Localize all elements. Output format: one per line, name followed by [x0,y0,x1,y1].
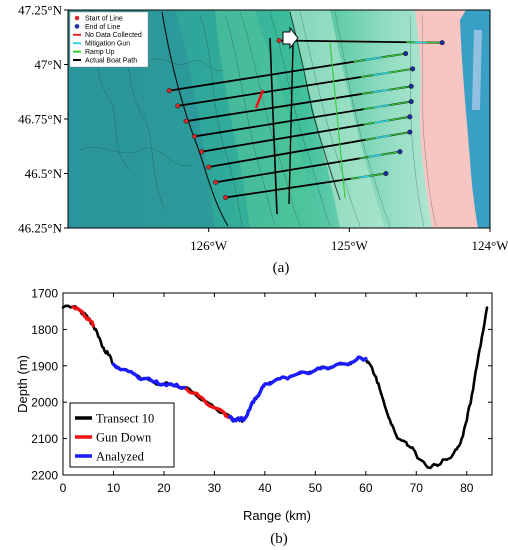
coastal-water [460,10,490,228]
transect-lines [166,38,445,200]
start-of-line-marker-5 [199,149,205,155]
profile-x-tick-label-4: 30 [208,481,222,495]
x-axis-label: Range (km) [243,508,311,523]
mitigation-gun-segment-4 [374,104,390,109]
map-y-ticks: 46.25°N 46.5°N 46.75°N 47°N 47.25°N [18,3,68,236]
profile-x-tick-label-3: 20 [157,481,171,495]
start-of-line-marker-4 [192,133,198,139]
boat-path-segment [289,11,341,201]
map-x-tick-label-2: 125°W [331,238,369,253]
map-legend-label-4: Mitigation Gun [85,41,130,48]
end-of-line-marker-4 [408,99,414,105]
start-of-line-marker-8 [223,194,229,200]
mitigation-gun-segment-6 [375,134,390,139]
map-y-tick-label-2: 46.5°N [25,166,63,181]
profile-legend-items: Transect 10 Gun Down Analyzed [75,412,154,464]
map-legend-label-6: Actual Boat Path [85,57,137,64]
arrow-icon [282,26,299,50]
series-2-segment-2 [182,385,232,420]
start-of-line-marker-9 [276,38,282,44]
profile-x-tick-label-6: 50 [309,481,323,495]
end-of-line-marker-5 [407,114,413,120]
map-legend-swatch-2 [74,24,80,29]
profile-legend-label-2: Gun Down [96,431,152,445]
mitigation-gun-segment-2 [372,71,390,76]
profile-y-tick-label-2: 1800 [31,323,58,337]
start-of-line-marker-1 [166,88,172,94]
y-axis-label: Depth (m) [15,355,30,413]
map-legend-box [69,11,149,68]
shelf-break-line [161,11,229,227]
end-of-line-marker-8 [383,170,389,176]
mitigation-gun-segment-7 [368,154,382,158]
mitigation-gun-segment-5 [374,119,390,124]
map-legend-label-2: End of Line [85,24,121,31]
start-of-line-marker-7 [213,179,219,185]
series-3-segment-2 [227,355,368,423]
map-legend-label-3: No Data Collected [85,32,142,39]
profile-x-tick-label-5: 40 [258,481,272,495]
profile-x-tick-label-9: 80 [460,481,474,495]
map-y-tick-label-4: 47°N [34,57,62,72]
cross-lines [254,37,346,215]
start-of-line-marker-6 [206,164,212,170]
depth-profile-panel: 0 10 20 30 40 50 60 70 80 1700 1800 1900 2000 2100 220… [15,287,493,547]
profile-x-tick-label-7: 60 [359,481,373,495]
profile-legend: Transect 10 Gun Down Analyzed [69,402,175,468]
end-of-line-marker-1 [403,51,409,57]
bathymetry-map [68,10,490,228]
profile-y-tick-label-1: 1700 [31,287,58,301]
profile-x-tick-label-8: 70 [410,481,424,495]
series-2-segment-1 [71,305,95,328]
map-y-tick-label-1: 46.25°N [18,221,62,236]
map-legend-swatch-1 [74,15,80,21]
panel-a-label: (a) [273,260,290,276]
start-of-line-marker-2 [175,103,181,109]
profile-ticks: 0 10 20 30 40 50 60 70 80 1700 1800 1900 2000 2100 220… [31,287,492,495]
mitigation-gun-segment-3 [372,89,389,93]
map-y-tick-label-3: 46.75°N [18,112,62,127]
end-of-line-marker-9 [439,40,445,46]
map-x-tick-label-1: 126°W [190,238,228,253]
end-of-line-marker-6 [407,129,413,135]
profile-x-tick-label-2: 10 [107,481,121,495]
end-of-line-marker-2 [410,66,416,72]
start-of-line-marker-3 [183,118,189,124]
end-of-line-marker-7 [397,149,403,155]
profile-y-tick-label-6: 2200 [31,469,58,483]
map-legend-label-5: Ramp Up [85,49,115,56]
mitigation-gun-segment-1 [365,56,383,61]
map-legend-label-1: Start of Line [85,15,123,22]
profile-series [61,304,489,470]
profile-y-tick-label-4: 2000 [31,396,58,410]
profile-legend-label-3: Analyzed [96,450,145,464]
panel-b-label: (b) [270,531,288,547]
end-of-line-marker-3 [408,83,414,89]
profile-legend-label-1: Transect 10 [96,412,154,426]
map-y-tick-label-5: 47.25°N [18,3,62,18]
mitigation-gun-segment-8 [358,175,370,179]
bay [472,30,482,110]
map-x-ticks: 126°W 125°W 124°W [190,228,508,253]
map-x-tick-label-3: 124°W [472,238,508,253]
series-3-segment-1 [111,362,186,390]
profile-y-tick-label-5: 2100 [31,432,58,446]
profile-y-tick-label-3: 1900 [31,359,58,373]
profile-x-tick-label-1: 0 [60,481,67,495]
